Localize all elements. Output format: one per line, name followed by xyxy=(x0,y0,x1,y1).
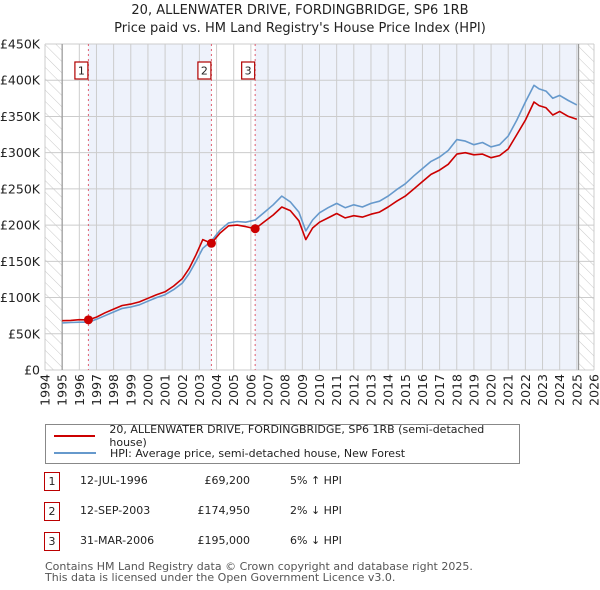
sale-1-marker xyxy=(83,315,93,325)
x-tick-label: 1999 xyxy=(123,374,138,406)
legend-item-hpi: HPI: Average price, semi-detached house,… xyxy=(54,445,405,461)
sale-number-badge: 2 xyxy=(44,502,60,521)
sale-3-marker xyxy=(250,224,260,234)
table-row: 2 12-SEP-2003 £174,950 2% ↓ HPI xyxy=(0,502,600,522)
x-tick-label: 2004 xyxy=(209,374,224,406)
x-tick-label: 2025 xyxy=(569,374,584,406)
x-tick-label: 2013 xyxy=(363,374,378,406)
x-tick-label: 2019 xyxy=(466,374,481,406)
y-tick-label: £200K xyxy=(0,218,41,233)
legend-swatch-property xyxy=(54,435,96,437)
y-tick-label: £50K xyxy=(8,326,41,341)
y-tick-label: £450K xyxy=(0,37,41,52)
hpi-line xyxy=(62,84,578,324)
x-tick-label: 1998 xyxy=(106,374,121,406)
x-tick-label: 1997 xyxy=(89,374,104,406)
x-tick-label: 2020 xyxy=(484,374,499,406)
sale-1-label: 1 xyxy=(78,65,85,78)
property-price-line xyxy=(62,101,578,322)
sale-3-label-box xyxy=(241,61,256,80)
legend-item-property: 20, ALLENWATER DRIVE, FORDINGBRIDGE, SP6… xyxy=(54,423,519,449)
sale-3-label: 3 xyxy=(245,65,252,78)
legend-label-property: 20, ALLENWATER DRIVE, FORDINGBRIDGE, SP6… xyxy=(109,423,485,449)
sale-hpi-diff: 5% ↑ HPI xyxy=(290,474,342,487)
x-tick-label: 2014 xyxy=(381,374,396,406)
footer-licence: This data is licensed under the Open Gov… xyxy=(45,571,396,584)
chart-title: 20, ALLENWATER DRIVE, FORDINGBRIDGE, SP6… xyxy=(131,3,469,18)
no-data-hatch xyxy=(45,44,63,370)
x-tick-label: 2010 xyxy=(312,374,327,406)
no-data-hatch xyxy=(578,44,594,370)
footer-copyright: Contains HM Land Registry data © Crown c… xyxy=(45,560,473,573)
x-tick-label: 2011 xyxy=(329,374,344,406)
sale-date: 31-MAR-2006 xyxy=(80,534,155,547)
y-tick-label: £150K xyxy=(0,254,41,269)
x-tick-label: 2002 xyxy=(175,374,190,406)
ownership-shade xyxy=(255,44,579,370)
sale-price: £174,950 xyxy=(197,504,251,517)
ownership-shade xyxy=(88,44,212,370)
footer-attribution: Contains HM Land Registry data © Crown c… xyxy=(45,561,473,583)
x-tick-label: 2000 xyxy=(140,374,155,406)
x-tick-label: 2005 xyxy=(226,374,241,406)
table-row: 1 12-JUL-1996 £69,200 5% ↑ HPI xyxy=(0,472,600,492)
y-tick-label: £250K xyxy=(0,181,41,196)
x-tick-label: 2007 xyxy=(261,374,276,406)
y-tick-label: £350K xyxy=(0,109,41,124)
x-tick-label: 1996 xyxy=(72,374,87,406)
x-tick-label: 2008 xyxy=(278,374,293,406)
x-tick-label: 2024 xyxy=(552,374,567,406)
x-tick-label: 2023 xyxy=(535,374,550,406)
sale-date: 12-JUL-1996 xyxy=(80,474,148,487)
sale-1-label-box xyxy=(74,61,89,80)
sale-2-label: 2 xyxy=(201,65,208,78)
y-tick-label: £0 xyxy=(24,363,40,378)
x-tick-label: 2018 xyxy=(449,374,464,406)
chart-subtitle: Price paid vs. HM Land Registry's House … xyxy=(114,21,486,36)
sale-date: 12-SEP-2003 xyxy=(80,504,151,517)
x-tick-label: 1995 xyxy=(55,374,70,406)
sale-price: £69,200 xyxy=(204,474,251,487)
sale-number-badge: 1 xyxy=(44,472,60,491)
sale-hpi-diff: 2% ↓ HPI xyxy=(290,504,342,517)
legend-label-hpi: HPI: Average price, semi-detached house,… xyxy=(110,446,406,460)
x-tick-label: 2016 xyxy=(415,374,430,406)
plot-area: 1 2 3 £0 £50K £100K £150K £200K £250K £300K £350K… xyxy=(0,37,600,406)
y-tick-label: £300K xyxy=(0,145,41,160)
x-tick-label: 2003 xyxy=(192,374,207,406)
sale-hpi-diff: 6% ↓ HPI xyxy=(290,534,342,547)
y-tick-label: £100K xyxy=(0,290,41,305)
sale-2-label-box xyxy=(197,61,212,80)
table-row: 3 31-MAR-2006 £195,000 6% ↓ HPI xyxy=(0,532,600,552)
y-tick-label: £400K xyxy=(0,73,41,88)
legend: 20, ALLENWATER DRIVE, FORDINGBRIDGE, SP6… xyxy=(45,423,520,464)
x-tick-label: 2012 xyxy=(346,374,361,406)
x-tick-label: 2022 xyxy=(518,374,533,406)
sale-number-badge: 3 xyxy=(44,532,60,551)
x-tick-label: 2006 xyxy=(243,374,258,406)
x-tick-label: 2017 xyxy=(432,374,447,406)
x-tick-label: 2001 xyxy=(158,374,173,406)
sale-price: £195,000 xyxy=(197,534,251,547)
x-tick-label: 2021 xyxy=(501,374,516,406)
x-tick-label: 2009 xyxy=(295,374,310,406)
legend-swatch-hpi xyxy=(54,452,96,454)
x-tick-label: 1994 xyxy=(38,374,53,406)
x-tick-label: 2026 xyxy=(587,374,600,406)
sale-2-marker xyxy=(206,238,216,248)
x-tick-label: 2015 xyxy=(398,374,413,406)
